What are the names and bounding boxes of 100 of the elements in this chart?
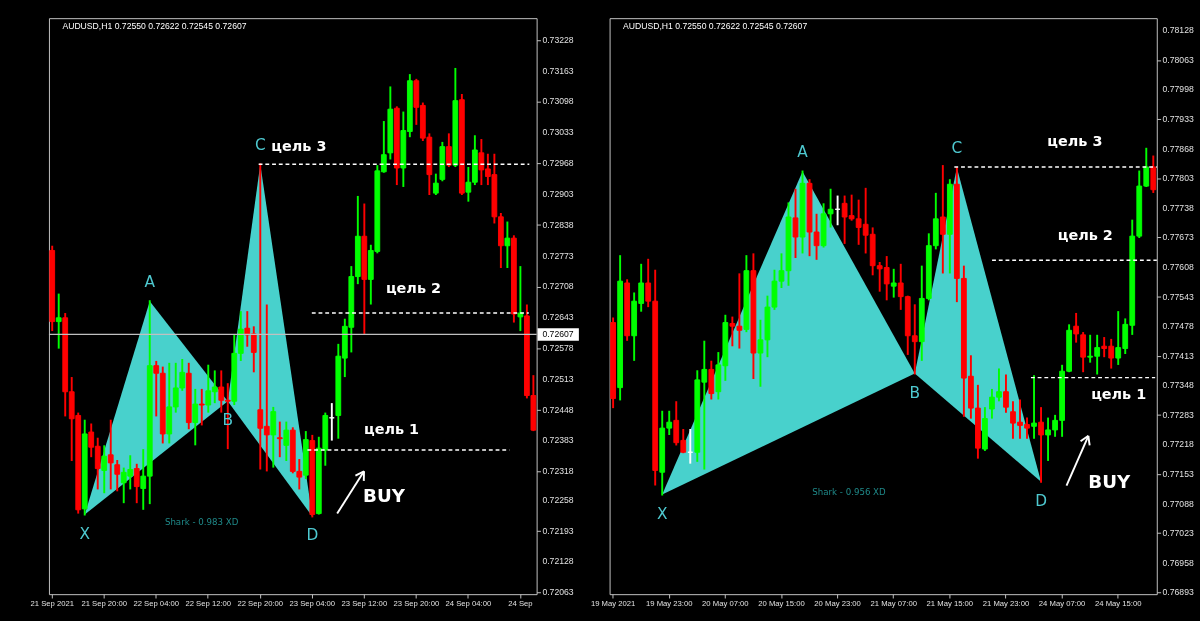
annotation: Shark - 0.956 XD bbox=[812, 487, 887, 498]
x-tick-label: 21 Sep 2021 bbox=[30, 599, 74, 609]
candlestick bbox=[283, 421, 290, 461]
y-tick-label: 0.77413 bbox=[1162, 350, 1194, 361]
y-tick-label: 0.77933 bbox=[1162, 114, 1194, 125]
y-tick-label: 0.72643 bbox=[542, 312, 574, 323]
y-tick-label: 0.72063 bbox=[542, 587, 574, 598]
y-tick-label: 0.72258 bbox=[542, 494, 574, 505]
y-tick-label: 0.77088 bbox=[1162, 498, 1194, 509]
y-tick-label: 0.77348 bbox=[1162, 380, 1194, 391]
candlestick bbox=[445, 133, 452, 168]
candlestick bbox=[939, 165, 946, 274]
ref-line-label: цель 1 bbox=[1091, 385, 1147, 402]
y-tick-label: 0.72128 bbox=[542, 556, 574, 567]
y-tick-label: 0.78063 bbox=[1162, 54, 1194, 65]
annotation: A bbox=[144, 272, 156, 291]
candlestick bbox=[517, 266, 524, 332]
x-tick-label: 21 May 07:00 bbox=[870, 599, 917, 609]
annotation: Shark - 0.983 XD bbox=[164, 517, 239, 528]
ref-line-label: цель 2 bbox=[385, 279, 442, 296]
x-tick-label: 21 May 23:00 bbox=[982, 599, 1030, 609]
x-tick-label: 24 May 07:00 bbox=[1038, 599, 1086, 609]
y-tick-label: 0.77608 bbox=[1162, 261, 1194, 272]
x-tick-label: 21 Sep 20:00 bbox=[81, 599, 128, 609]
y-tick-label: 0.73098 bbox=[542, 96, 574, 107]
candlestick bbox=[276, 421, 283, 458]
y-tick-label: 0.77673 bbox=[1162, 232, 1194, 243]
candlestick bbox=[192, 388, 199, 446]
y-tick-label: 0.77868 bbox=[1162, 143, 1194, 154]
annotation: C bbox=[254, 135, 266, 154]
ref-line-label: цель 3 bbox=[1047, 132, 1103, 149]
y-tick-label: 0.78128 bbox=[1162, 25, 1194, 36]
candlestick bbox=[504, 221, 511, 269]
candlestick bbox=[101, 445, 108, 494]
annotation: BUY bbox=[1088, 470, 1131, 492]
annotation: A bbox=[797, 143, 809, 162]
x-tick-label: 24 May 15:00 bbox=[1094, 599, 1142, 609]
x-tick-label: 23 Sep 04:00 bbox=[289, 599, 336, 609]
x-tick-label: 19 May 2021 bbox=[590, 599, 636, 609]
x-tick-label: 19 May 23:00 bbox=[645, 599, 693, 609]
candlestick bbox=[114, 460, 121, 492]
x-tick-label: 24 Sep bbox=[508, 599, 533, 609]
annotation: BUY bbox=[363, 485, 406, 507]
x-tick-label: 20 May 15:00 bbox=[758, 599, 805, 609]
y-tick-label: 0.77478 bbox=[1162, 321, 1194, 332]
candlestick bbox=[198, 388, 205, 426]
candlestick bbox=[1031, 375, 1037, 439]
x-tick-label: 22 Sep 04:00 bbox=[133, 599, 180, 609]
candlestick bbox=[107, 419, 114, 490]
y-tick-label: 0.76958 bbox=[1162, 557, 1194, 568]
x-tick-label: 23 Sep 12:00 bbox=[341, 599, 388, 609]
y-tick-label: 0.77023 bbox=[1162, 528, 1194, 539]
annotation: B bbox=[909, 383, 921, 402]
y-tick-label: 0.73033 bbox=[542, 127, 574, 138]
annotation: X bbox=[79, 524, 91, 543]
y-tick-label: 0.77738 bbox=[1162, 202, 1194, 213]
y-tick-label: 0.72838 bbox=[542, 219, 574, 230]
x-tick-label: 24 Sep 04:00 bbox=[445, 599, 492, 609]
y-tick-label: 0.72318 bbox=[542, 466, 574, 477]
ref-line-label: цель 2 bbox=[1057, 227, 1113, 244]
y-tick-label: 0.72578 bbox=[542, 343, 574, 354]
ref-line-label: цель 3 bbox=[271, 137, 327, 154]
y-tick-label: 0.72513 bbox=[542, 373, 574, 384]
x-tick-label: 22 Sep 12:00 bbox=[185, 599, 232, 609]
candlestick bbox=[432, 173, 439, 196]
y-tick-label: 0.72903 bbox=[542, 188, 574, 199]
y-tick-label: 0.72193 bbox=[542, 525, 574, 536]
y-tick-label: 0.72773 bbox=[542, 250, 574, 261]
y-tick-label: 0.76893 bbox=[1162, 587, 1194, 598]
candlestick bbox=[1003, 374, 1009, 413]
x-tick-label: 20 May 07:00 bbox=[702, 599, 749, 609]
annotation: D bbox=[306, 526, 319, 545]
y-tick-label: 0.72448 bbox=[542, 404, 574, 415]
y-tick-label: 0.72383 bbox=[542, 435, 574, 446]
y-tick-label: 0.73163 bbox=[542, 65, 574, 76]
candlestick bbox=[133, 463, 140, 504]
chart-title: AUDUSD,H1 0.72550 0.72622 0.72545 0.72607 bbox=[623, 20, 808, 31]
y-tick-label: 0.77153 bbox=[1162, 468, 1194, 479]
y-tick-label: 0.77218 bbox=[1162, 439, 1194, 450]
candlestick bbox=[890, 268, 897, 298]
x-tick-label: 20 May 23:00 bbox=[814, 599, 861, 609]
chart-title: AUDUSD,H1 0.72550 0.72622 0.72545 0.72607 bbox=[62, 20, 247, 31]
annotation: C bbox=[951, 139, 963, 158]
annotation: D bbox=[1035, 491, 1047, 510]
x-tick-label: 22 Sep 20:00 bbox=[237, 599, 284, 609]
ref-line-label: 0.72607 bbox=[542, 329, 574, 340]
y-tick-label: 0.72708 bbox=[542, 281, 574, 292]
candlestick bbox=[792, 188, 799, 258]
y-tick-label: 0.77283 bbox=[1162, 409, 1194, 420]
candlestick bbox=[55, 293, 62, 349]
y-tick-label: 0.73228 bbox=[542, 34, 574, 45]
annotation: X bbox=[656, 504, 668, 523]
candlestick bbox=[1038, 407, 1044, 483]
x-tick-label: 23 Sep 20:00 bbox=[393, 599, 440, 609]
y-tick-label: 0.77803 bbox=[1162, 173, 1194, 184]
ref-line-label: цель 1 bbox=[364, 420, 420, 437]
y-tick-label: 0.72968 bbox=[542, 158, 574, 169]
y-tick-label: 0.77543 bbox=[1162, 291, 1194, 302]
x-tick-label: 21 May 15:00 bbox=[926, 599, 974, 609]
candlestick bbox=[270, 406, 277, 468]
